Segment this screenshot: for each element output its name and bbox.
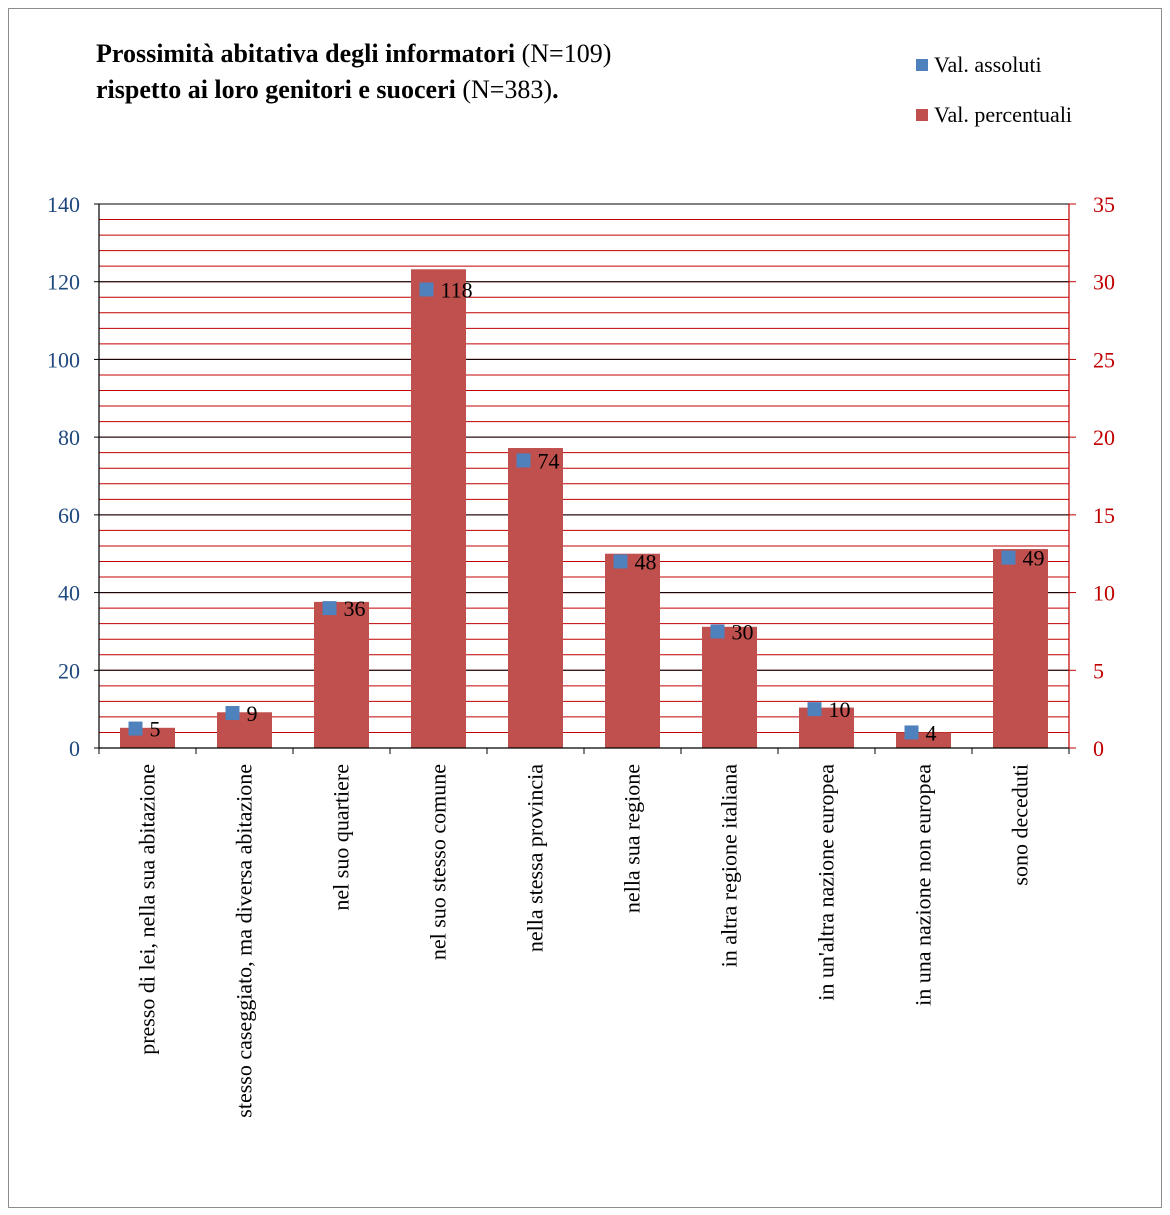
- data-label-4: 74: [538, 448, 560, 473]
- y-right-tick-label: 0: [1093, 736, 1104, 761]
- bar-5: [605, 553, 660, 748]
- data-label-9: 49: [1023, 546, 1045, 571]
- bar-3: [411, 269, 466, 748]
- data-label-3: 118: [441, 277, 473, 302]
- marker-8: [904, 725, 919, 740]
- x-category-label: nella sua regione: [620, 764, 645, 913]
- y-right-tick-label: 35: [1093, 192, 1115, 217]
- data-label-8: 4: [926, 720, 937, 745]
- legend-swatch-percent: [916, 109, 928, 121]
- marker-7: [807, 702, 822, 717]
- x-category-label: in una nazione non europea: [911, 764, 936, 1006]
- bar-6: [702, 626, 757, 748]
- marker-3: [419, 282, 434, 297]
- data-label-6: 30: [732, 619, 754, 644]
- x-category-label: in altra regione italiana: [717, 764, 742, 968]
- chart-title: Prossimità abitativa degli informatori (…: [96, 36, 611, 108]
- title-line-1-rest: (N=109): [515, 39, 612, 68]
- title-line-2-bold: rispetto ai loro genitori e suoceri: [96, 75, 456, 104]
- x-category-label: presso di lei, nella sua abitazione: [135, 764, 160, 1055]
- y-right-tick-label: 15: [1093, 503, 1115, 528]
- y-left-tick-label: 140: [47, 192, 80, 217]
- title-line-1-bold: Prossimità abitativa degli informatori: [96, 39, 516, 68]
- data-label-7: 10: [829, 697, 851, 722]
- title-line-1: Prossimità abitativa degli informatori (…: [96, 36, 611, 72]
- y-right-tick-label: 10: [1093, 581, 1115, 606]
- y-left-tick-label: 120: [47, 270, 80, 295]
- title-line-2-end: .: [552, 75, 559, 104]
- bar-4: [508, 448, 563, 748]
- bar-1: [217, 712, 272, 748]
- title-line-2-rest: (N=383): [455, 75, 553, 104]
- bar-8: [896, 732, 951, 748]
- marker-6: [710, 624, 725, 639]
- bar-2: [314, 601, 369, 748]
- legend-item-percent: Val. percentuali: [916, 102, 1072, 128]
- bar-9: [993, 549, 1048, 748]
- x-category-label: in un'altra nazione europea: [814, 764, 839, 1001]
- legend: Val. assoluti Val. percentuali: [916, 52, 1072, 152]
- y-left-tick-label: 40: [58, 581, 80, 606]
- y-left-tick-label: 20: [58, 658, 80, 683]
- y-right-tick-label: 25: [1093, 347, 1115, 372]
- data-label-5: 48: [635, 549, 657, 574]
- x-category-label: sono deceduti: [1008, 764, 1033, 886]
- title-line-2: rispetto ai loro genitori e suoceri (N=3…: [96, 72, 611, 108]
- marker-1: [225, 706, 240, 721]
- x-category-label: nel suo stesso comune: [426, 764, 451, 960]
- marker-4: [516, 453, 531, 468]
- y-right-tick-label: 20: [1093, 425, 1115, 450]
- marker-0: [128, 721, 143, 736]
- y-left-tick-label: 0: [69, 736, 80, 761]
- legend-label-absolute: Val. assoluti: [934, 52, 1042, 77]
- y-right-tick-label: 30: [1093, 270, 1115, 295]
- legend-label-percent: Val. percentuali: [934, 102, 1073, 127]
- bar-0: [120, 727, 175, 748]
- marker-5: [613, 554, 628, 569]
- x-category-label: nel suo quartiere: [329, 764, 354, 911]
- x-category-label: stesso caseggiato, ma diversa abitazione: [232, 764, 257, 1118]
- legend-item-absolute: Val. assoluti: [916, 52, 1072, 78]
- y-left-tick-label: 60: [58, 503, 80, 528]
- y-right-tick-label: 5: [1093, 658, 1104, 683]
- data-label-0: 5: [150, 717, 161, 742]
- marker-2: [322, 601, 337, 616]
- marker-9: [1001, 550, 1016, 565]
- data-label-1: 9: [247, 701, 258, 726]
- x-category-label: nella stessa provincia: [523, 764, 548, 952]
- data-label-2: 36: [344, 596, 366, 621]
- y-left-tick-label: 100: [47, 347, 80, 372]
- legend-swatch-absolute: [916, 59, 928, 71]
- y-left-tick-label: 80: [58, 425, 80, 450]
